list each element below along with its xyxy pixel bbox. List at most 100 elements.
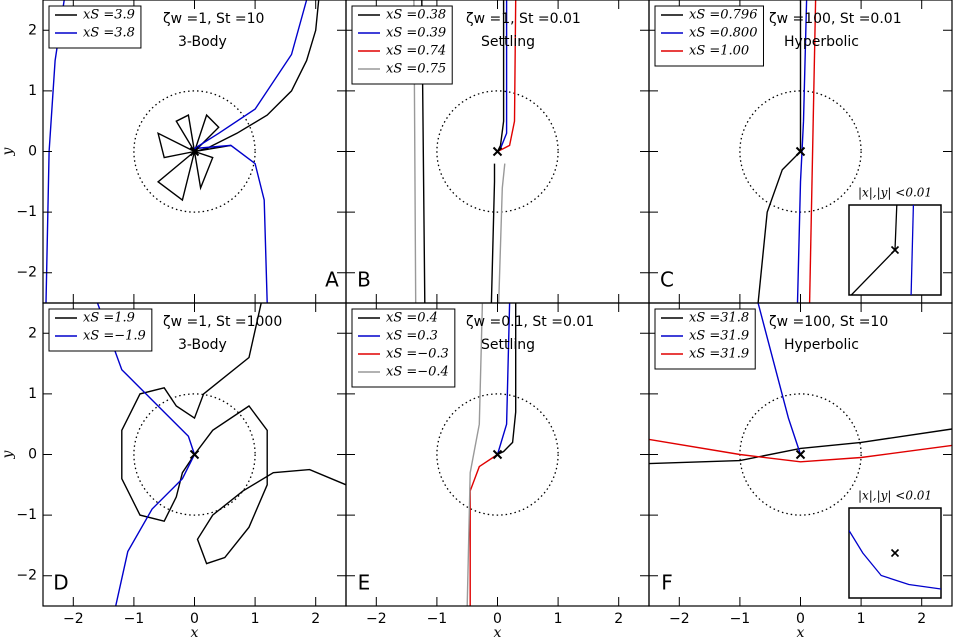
x-axis-label: x: [191, 625, 199, 638]
legend-label: xS =−0.3: [386, 347, 449, 362]
y-tick-label: −1: [16, 204, 37, 220]
origin-marker: [492, 146, 503, 157]
annotation: ζw =1, St =10: [163, 11, 264, 27]
panel-label: A: [325, 268, 339, 292]
panel: −2 −1 0 1 2 −2 −1 0 1 2 x y ζw =1, St =1000 3-Body DxS…: [0, 302, 347, 641]
inset-trajectory: [910, 205, 915, 295]
x-tick-label: 2: [311, 611, 320, 627]
x-tick-label: −1: [427, 611, 448, 627]
panel-label: E: [358, 571, 371, 595]
trajectory: [497, 0, 517, 153]
legend-box: [351, 5, 453, 85]
inset-label: |x|,|y| <0.01: [858, 489, 932, 503]
trajectory: [496, 303, 511, 455]
y-axis-label: y: [0, 449, 16, 459]
x-tick-label: 2: [614, 611, 623, 627]
annotation: Settling: [481, 337, 535, 353]
legend-label: xS =3.9: [83, 8, 135, 23]
sphere-outline: [436, 393, 559, 516]
legend-box: [654, 308, 756, 370]
panel: −2 −1 0 1 2 x ζw =100, St =10 Hyperbolic FxS =31…: [648, 302, 953, 641]
inset-origin-marker: [890, 245, 900, 255]
legend-box: [351, 308, 456, 388]
legend: xS =31.8 xS =31.9 xS =31.9: [654, 308, 756, 370]
legend-label: xS =0.74: [386, 44, 446, 59]
trajectory: [649, 438, 952, 463]
panel-label: C: [660, 268, 674, 292]
trajectory: [808, 0, 817, 303]
annotation: Hyperbolic: [784, 34, 859, 50]
sphere-outline: [739, 90, 862, 213]
x-tick-label: 0: [190, 611, 199, 627]
x-tick-label: 0: [796, 611, 805, 627]
annotation: ζw =1, St =1000: [163, 314, 282, 330]
y-tick-label: 1: [28, 386, 37, 402]
annotation: Hyperbolic: [784, 337, 859, 353]
origin-marker: [492, 449, 503, 460]
panel: −2 −1 0 1 2 x ζw =0.1, St =0.01 Settling ExS =0.…: [345, 302, 650, 641]
inset: |x|,|y| <0.01: [848, 186, 942, 296]
y-tick-label: −2: [16, 568, 37, 584]
legend-label: xS =0.38: [386, 8, 446, 23]
y-tick-label: −1: [16, 507, 37, 523]
x-axis-label: x: [797, 625, 805, 638]
trajectories: [649, 303, 952, 465]
trajectory: [156, 0, 320, 202]
origin-marker: [189, 449, 200, 460]
x-tick-label: 2: [917, 611, 926, 627]
trajectory: [466, 303, 484, 606]
legend-label: xS =0.39: [386, 26, 446, 41]
trajectory: [796, 0, 808, 303]
origin-marker: [795, 146, 806, 157]
legend-label: xS =0.75: [386, 62, 446, 77]
panel-label: F: [661, 571, 673, 595]
y-axis-label: y: [0, 146, 16, 156]
x-tick-label: 1: [554, 611, 563, 627]
legend: xS =0.4 xS =0.3 xS =−0.3 xS =−0.4: [351, 308, 456, 388]
inset-lines: [849, 530, 941, 590]
legend: xS =0.796 xS =0.800 xS =1.00: [654, 5, 764, 67]
legend: xS =1.9 xS =−1.9: [48, 308, 153, 352]
legend-label: xS =1.9: [83, 311, 135, 326]
y-tick-label: 2: [28, 22, 37, 38]
x-tick-label: −2: [669, 611, 690, 627]
legend-label: xS =0.800: [689, 26, 757, 41]
legend-label: xS =31.9: [689, 347, 749, 362]
inset-label: |x|,|y| <0.01: [858, 186, 932, 200]
trajectories: [757, 0, 817, 303]
legend-label: xS =1.00: [689, 44, 749, 59]
legend-label: xS =31.8: [689, 311, 749, 326]
panel-label: D: [53, 571, 68, 595]
x-tick-label: 1: [251, 611, 260, 627]
sphere-outline: [133, 90, 256, 213]
inset-trajectory: [849, 530, 941, 590]
panel: ζw =1, St =0.01 Settling BxS =0.38 xS =0.39…: [345, 0, 650, 304]
trajectory: [497, 303, 517, 456]
annotation: ζw =1, St =0.01: [466, 11, 581, 27]
x-tick-label: 1: [857, 611, 866, 627]
origin-marker: [795, 449, 806, 460]
inset-origin-marker: [890, 548, 900, 558]
x-tick-label: −1: [730, 611, 751, 627]
y-tick-label: 2: [28, 325, 37, 341]
legend-label: xS =−1.9: [83, 329, 146, 344]
legend-label: xS =−0.4: [386, 365, 449, 380]
annotation: 3-Body: [178, 34, 227, 50]
trajectory: [757, 303, 802, 455]
x-tick-label: −1: [124, 611, 145, 627]
legend-label: xS =0.4: [386, 311, 438, 326]
annotation: ζw =100, St =10: [769, 314, 888, 330]
origin-marker: [189, 146, 200, 157]
legend: xS =0.38 xS =0.39 xS =0.74 xS =0.75: [351, 5, 453, 85]
legend: xS =3.9 xS =3.8: [48, 5, 142, 49]
trajectory: [121, 303, 346, 565]
annotation: Settling: [481, 34, 535, 50]
trajectory: [649, 428, 952, 465]
trajectory: [757, 0, 802, 303]
x-tick-label: −2: [366, 611, 387, 627]
trajectory: [469, 453, 498, 606]
x-axis-label: x: [494, 625, 502, 638]
annotation: 3-Body: [178, 337, 227, 353]
